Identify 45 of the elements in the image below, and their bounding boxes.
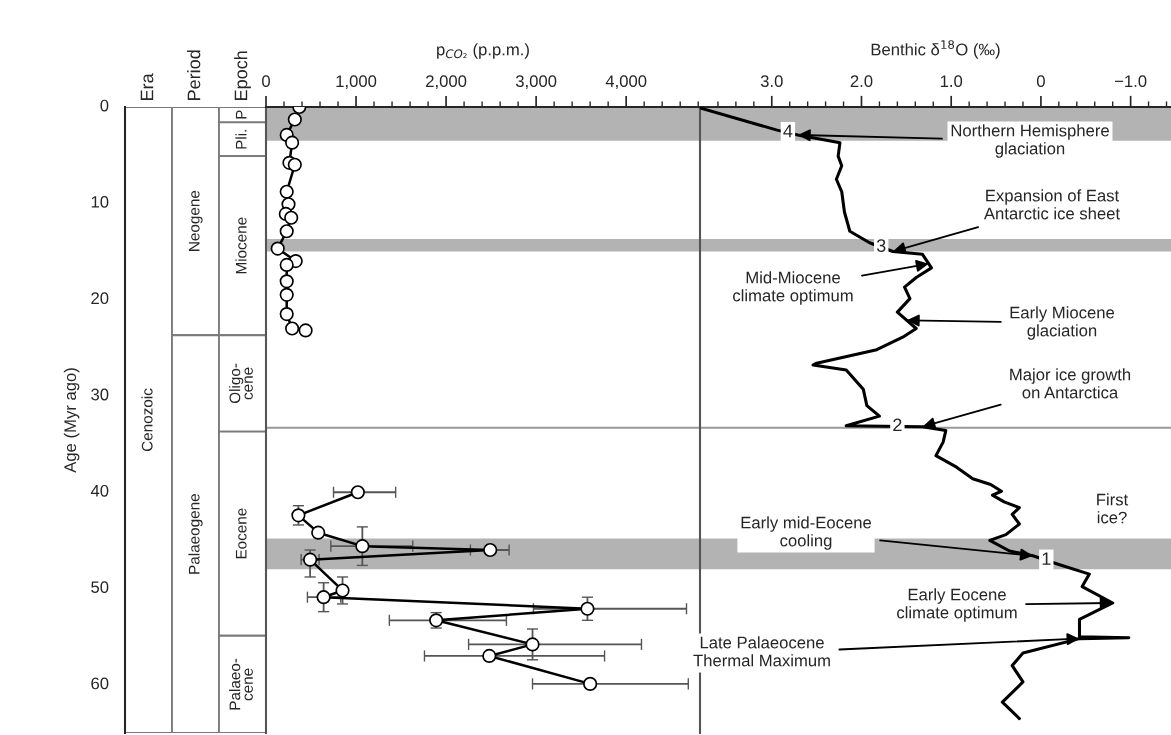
x-tick-label: 2,000 — [426, 75, 467, 90]
y-tick-label: 30 — [91, 388, 109, 401]
x-tick-label: −1.0 — [1115, 75, 1147, 88]
x-tick-label: 3.0 — [760, 75, 783, 88]
data-label: Eocene — [235, 508, 247, 559]
y-tick-label: 40 — [90, 484, 109, 497]
annotation: 4 — [783, 124, 793, 138]
annotation: Northern Hemisphere glaciation — [951, 124, 1109, 158]
x-tick-label: 3,000 — [515, 75, 557, 90]
annotation: 3 — [876, 239, 886, 252]
data-label: Palaeogene — [188, 494, 203, 574]
x-tick-label: Epoch — [234, 51, 251, 100]
x-tick-label: Era — [140, 73, 154, 100]
annotation: Early Miocene glaciation — [1010, 306, 1115, 340]
data-label: Palaeo- cene — [229, 658, 253, 710]
x-axis-title: p$_{CO₂}$ (p.p.m.) — [437, 43, 529, 59]
x-tick-label: 0 — [1036, 75, 1045, 88]
x-tick-label: 4,000 — [605, 75, 647, 90]
x-tick-label: Period — [187, 50, 201, 100]
y-tick-label: 20 — [91, 292, 109, 305]
data-label: P — [235, 110, 247, 119]
y-tick-label: 60 — [91, 677, 109, 690]
annotation: Early Eocene climate optimum — [897, 588, 1017, 622]
x-axis-title: Benthic δ$^{18}$O (‰) — [871, 40, 1000, 59]
annotation: 2 — [893, 418, 902, 432]
x-tick-label: 2.0 — [850, 75, 873, 88]
data-label: Miocene — [235, 217, 247, 274]
x-tick-label: 1,000 — [336, 75, 377, 90]
y-tick-label: 10 — [91, 195, 109, 208]
data-label: Neogene — [188, 190, 203, 251]
annotation: Early mid-Eocene cooling — [741, 516, 872, 550]
annotation: 1 — [1042, 552, 1051, 565]
data-label: Cenozoic — [141, 388, 153, 452]
annotation: First ice? — [1097, 493, 1129, 524]
annotation: Major ice growth on Antarctica — [1010, 368, 1131, 399]
annotation: Expansion of East Antarctic ice sheet — [983, 189, 1120, 220]
y-tick-label: 0 — [100, 99, 109, 112]
y-tick-label: 50 — [91, 581, 109, 594]
x-tick-label: 1.0 — [940, 75, 963, 88]
data-label: Oligo- cene — [229, 363, 253, 404]
data-label: Pli. — [235, 130, 247, 149]
y-axis-title: Age (Myr ago) — [63, 368, 80, 473]
x-tick-label: 0 — [262, 75, 270, 88]
annotation: Late Palaeocene Thermal Maximum — [693, 636, 830, 667]
annotation: Mid-Miocene climate optimum — [733, 271, 853, 305]
